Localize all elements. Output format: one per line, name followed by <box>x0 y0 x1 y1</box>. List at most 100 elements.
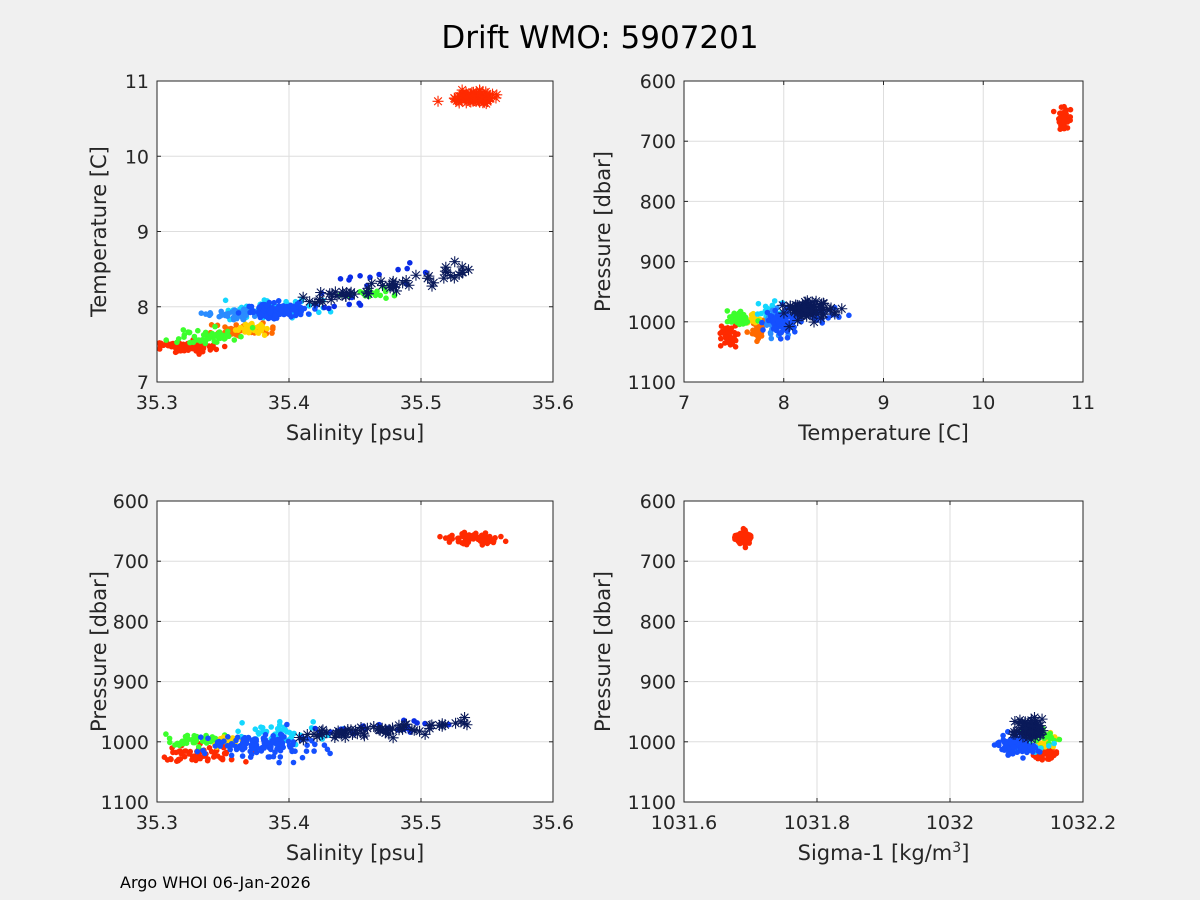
data-point-star <box>376 280 388 292</box>
data-point-star <box>339 731 351 743</box>
data-point <box>755 300 762 307</box>
data-point <box>1056 116 1062 122</box>
data-point <box>290 759 297 766</box>
data-point <box>184 732 191 739</box>
data-point <box>214 739 221 745</box>
data-point <box>255 729 262 736</box>
data-point <box>239 720 245 726</box>
data-point <box>742 544 749 551</box>
data-point-star <box>1022 732 1034 744</box>
data-point-star <box>829 306 841 318</box>
data-point-star <box>815 312 827 324</box>
data-point <box>1006 750 1012 756</box>
data-point <box>195 744 202 750</box>
data-point-star <box>778 307 790 319</box>
data-point <box>265 754 272 760</box>
data-point-star <box>817 297 829 309</box>
data-point <box>238 333 244 340</box>
data-point <box>743 535 750 541</box>
data-point-star <box>460 91 472 103</box>
data-point-star <box>362 287 374 299</box>
data-point-star <box>457 90 469 102</box>
y-tick-label: 10 <box>125 146 149 168</box>
data-point <box>759 319 765 326</box>
data-point <box>395 266 401 273</box>
data-point <box>298 309 304 315</box>
data-point <box>170 749 176 756</box>
data-point-star <box>344 288 356 300</box>
data-point-star <box>337 286 349 298</box>
data-point-star <box>315 287 327 299</box>
data-point-star <box>465 96 477 108</box>
data-point <box>230 316 237 323</box>
data-point <box>212 323 218 330</box>
data-point-star <box>467 90 479 102</box>
x-tick-label: 35.6 <box>532 392 574 414</box>
data-point <box>482 537 488 544</box>
data-point <box>243 759 249 765</box>
data-point <box>404 265 411 272</box>
chart-pressure-vs-sigma1: 1031.6 1031.8 1032 1032.2 600 700 800 900 1000 11… <box>591 491 1116 865</box>
data-point-star <box>792 302 804 314</box>
data-point-star <box>1009 715 1021 727</box>
data-point <box>258 312 265 318</box>
data-point <box>264 325 270 332</box>
data-point-star <box>317 296 329 308</box>
data-point-star <box>491 89 503 101</box>
data-point <box>275 298 282 304</box>
y-tick-label: 800 <box>640 191 676 213</box>
data-point-star <box>459 712 471 724</box>
data-point-star <box>784 300 796 312</box>
data-point-star <box>432 95 444 107</box>
data-point-star <box>1032 721 1044 733</box>
data-point <box>331 303 338 310</box>
data-point <box>775 312 782 319</box>
data-point <box>446 539 453 545</box>
data-point <box>768 335 775 342</box>
x-axis-label: Salinity [psu] <box>286 841 424 865</box>
data-point <box>211 338 218 345</box>
data-point-star <box>426 280 438 292</box>
data-point-star <box>424 722 436 734</box>
data-point <box>259 724 266 731</box>
data-point-star <box>387 722 399 734</box>
x-tick-label: 7 <box>678 392 690 414</box>
data-point <box>176 344 183 351</box>
data-point <box>175 336 182 342</box>
data-point <box>249 324 256 331</box>
data-point <box>158 340 164 347</box>
data-point <box>279 742 286 748</box>
x-tick-label: 1032 <box>926 812 974 834</box>
data-point-star <box>301 728 313 740</box>
data-point <box>253 749 260 756</box>
data-point-star <box>791 307 803 319</box>
data-point-star <box>326 289 338 301</box>
data-point <box>437 533 443 540</box>
data-point <box>1061 125 1067 131</box>
data-point-star <box>1036 713 1048 725</box>
data-point-star <box>372 723 384 735</box>
data-point-star <box>316 728 328 740</box>
data-point-star <box>825 302 837 314</box>
data-point <box>243 328 249 335</box>
data-point <box>337 276 344 282</box>
data-point <box>732 344 739 350</box>
data-point <box>754 311 761 317</box>
y-tick-label: 1000 <box>101 732 149 754</box>
data-point <box>203 311 209 317</box>
data-point <box>240 316 246 323</box>
data-point <box>233 737 239 744</box>
data-point <box>186 751 192 757</box>
data-point <box>195 327 201 334</box>
data-point <box>222 297 229 304</box>
y-tick-label: 11 <box>125 71 149 93</box>
data-point <box>233 322 239 328</box>
data-point-star <box>438 272 450 284</box>
data-point <box>299 754 306 761</box>
data-point <box>286 729 293 736</box>
data-point <box>779 318 785 325</box>
x-tick-label: 35.3 <box>136 392 178 414</box>
data-point <box>792 329 798 335</box>
data-point-star <box>448 92 460 104</box>
data-point <box>491 538 497 544</box>
